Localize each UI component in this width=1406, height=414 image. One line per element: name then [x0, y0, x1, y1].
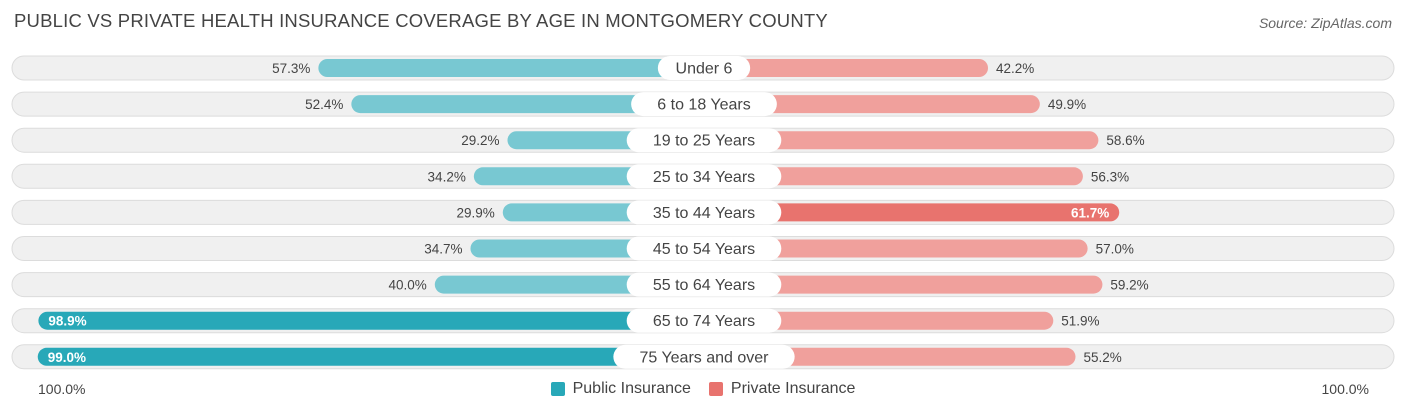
private-value-label: 51.9% [1061, 314, 1099, 329]
legend-item-private[interactable]: Private Insurance [708, 380, 856, 398]
public-value-label: 40.0% [389, 278, 427, 293]
category-label: 45 to 54 Years [653, 241, 755, 258]
public-swatch [550, 382, 565, 396]
private-value-label: 61.7% [1071, 205, 1109, 220]
private-bar [704, 131, 1099, 150]
public-value-label: 99.0% [48, 350, 86, 365]
private-value-label: 59.2% [1110, 278, 1148, 293]
private-value-label: 58.6% [1106, 133, 1144, 148]
public-value-label: 34.7% [424, 242, 462, 257]
legend-public-label: Public Insurance [572, 380, 691, 397]
private-value-label: 57.0% [1096, 242, 1134, 257]
axis-left-label: 100.0% [38, 381, 86, 397]
category-label: 25 to 34 Years [653, 169, 755, 186]
private-bar [704, 239, 1088, 258]
category-pill [613, 344, 795, 369]
source-note: Source: ZipAtlas.com [1258, 15, 1392, 31]
legend-item-public[interactable]: Public Insurance [550, 380, 691, 398]
public-bar [318, 59, 704, 77]
chart-title: PUBLIC VS PRIVATE HEALTH INSURANCE COVER… [14, 10, 828, 31]
category-pill [626, 308, 782, 333]
category-pill [626, 164, 782, 189]
private-bar [704, 203, 1120, 222]
public-value-label: 57.3% [272, 61, 310, 76]
category-pill [626, 236, 782, 261]
category-label: 19 to 25 Years [653, 133, 755, 150]
category-pill [626, 272, 782, 297]
public-value-label: 29.9% [456, 205, 494, 220]
category-pill [657, 56, 751, 80]
category-label: 75 Years and over [640, 349, 770, 366]
public-value-label: 34.2% [428, 169, 466, 184]
category-pill [626, 200, 782, 225]
private-value-label: 55.2% [1083, 350, 1121, 365]
diverging-bar-chart: 57.3% 42.2% Under 6 52.4% 49.9% 6 to 18 Years… [11, 55, 1395, 370]
public-value-label: 29.2% [461, 133, 499, 148]
legend-private-label: Private Insurance [730, 380, 856, 397]
private-swatch [708, 382, 723, 396]
category-pill [626, 128, 782, 153]
private-value-label: 49.9% [1048, 97, 1086, 112]
private-bar [704, 311, 1054, 330]
category-label: 35 to 44 Years [653, 205, 755, 222]
category-label: 55 to 64 Years [653, 277, 755, 294]
legend: Public Insurance Private Insurance [0, 380, 1406, 398]
category-label: Under 6 [676, 61, 733, 78]
public-value-label: 52.4% [305, 97, 343, 112]
public-bar [351, 95, 704, 114]
private-bar [704, 59, 989, 77]
private-bar [704, 167, 1083, 186]
private-value-label: 56.3% [1091, 169, 1129, 184]
private-bar [704, 95, 1040, 114]
axis-right-label: 100.0% [1321, 381, 1369, 397]
public-bar [38, 311, 704, 330]
private-bar [704, 347, 1076, 366]
category-label: 6 to 18 Years [657, 97, 750, 114]
public-value-label: 98.9% [48, 314, 86, 329]
category-pill [631, 92, 777, 117]
public-bar [37, 347, 705, 366]
private-value-label: 42.2% [996, 61, 1034, 76]
private-bar [704, 275, 1103, 294]
category-label: 65 to 74 Years [653, 313, 755, 330]
